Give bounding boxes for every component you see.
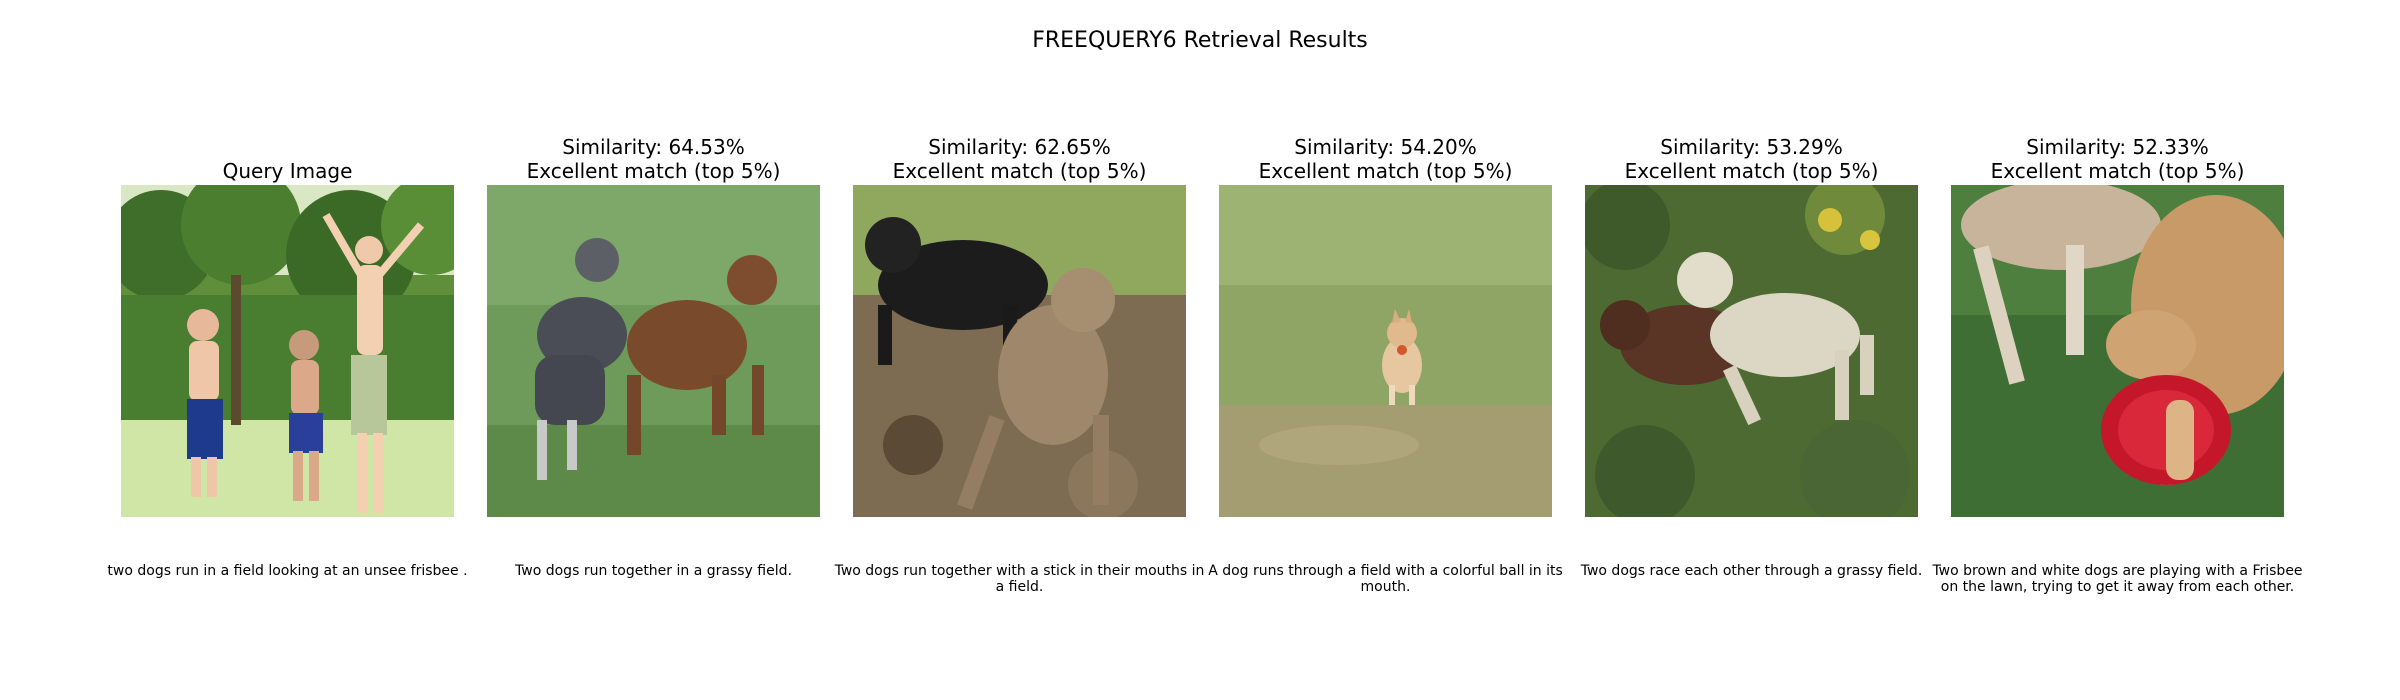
result-panel-5: Similarity: 52.33% Excellent match (top … [1932,0,2302,700]
match-label: Excellent match (top 5%) [1258,159,1513,183]
panel-heading: Similarity: 64.53% Excellent match (top … [447,133,860,183]
result-image [1585,185,1918,517]
panel-heading: Similarity: 54.20% Excellent match (top … [1179,133,1592,183]
match-label: Excellent match (top 5%) [526,159,781,183]
image-caption: Two dogs run together with a stick in th… [834,563,1205,595]
image-caption: Two dogs run together in a grassy field. [515,563,792,579]
match-label: Excellent match (top 5%) [892,159,1147,183]
result-panel-3: Similarity: 54.20% Excellent match (top … [1208,0,1563,700]
panel-heading: Query Image [81,133,494,183]
similarity-label: Similarity: 52.33% [2026,135,2209,159]
image-caption: Two dogs race each other through a grass… [1580,563,1923,579]
query-panel: Query Image [107,0,467,700]
similarity-label: Similarity: 54.20% [1294,135,1477,159]
result-image [1219,185,1552,517]
result-image [853,185,1186,517]
similarity-label: Similarity: 62.65% [928,135,1111,159]
image-caption: A dog runs through a field with a colorf… [1208,563,1563,595]
panel-heading: Similarity: 52.33% Excellent match (top … [1911,133,2324,183]
image-caption: two dogs run in a field looking at an un… [107,563,468,579]
panel-heading: Similarity: 53.29% Excellent match (top … [1545,133,1958,183]
result-image [1951,185,2284,517]
result-panel-2: Similarity: 62.65% Excellent match (top … [835,0,1205,700]
figure-title: FREEQUERY6 Retrieval Results [1032,28,1368,53]
similarity-label: Similarity: 64.53% [562,135,745,159]
image-caption: Two brown and white dogs are playing wit… [1932,563,2303,595]
result-panel-4: Similarity: 53.29% Excellent match (top … [1581,0,1923,700]
similarity-label: Similarity: 53.29% [1660,135,1843,159]
query-image [121,185,454,517]
match-label: Excellent match (top 5%) [1624,159,1879,183]
result-panel-1: Similarity: 64.53% Excellent match (top … [487,0,820,700]
heading-line: Query Image [222,159,353,183]
result-image [487,185,820,517]
panel-heading: Similarity: 62.65% Excellent match (top … [813,133,1226,183]
match-label: Excellent match (top 5%) [1990,159,2245,183]
